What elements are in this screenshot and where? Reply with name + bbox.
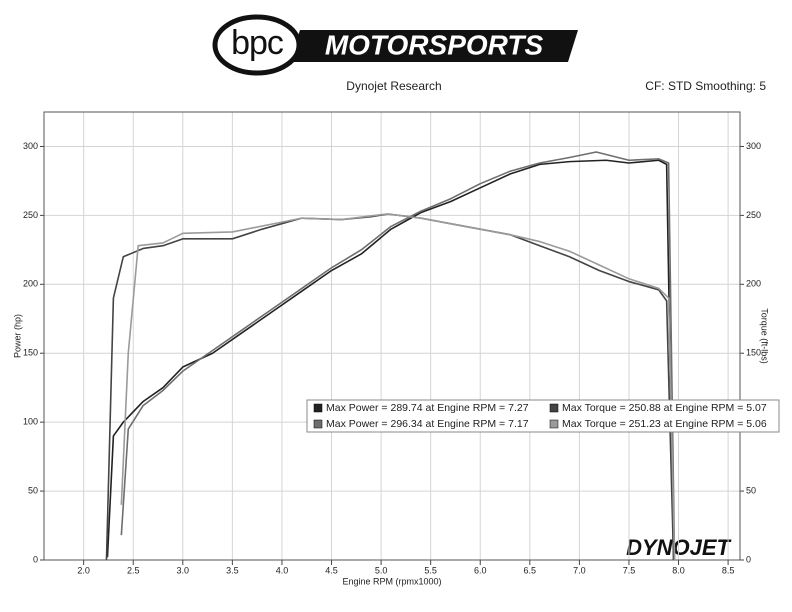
x-tick-label: 6.5 xyxy=(524,565,537,575)
x-tick-label: 4.0 xyxy=(276,565,289,575)
x-tick-label: 2.0 xyxy=(77,565,90,575)
y2-tick-label: 300 xyxy=(746,141,761,151)
legend-label: Max Torque = 251.23 at Engine RPM = 5.06 xyxy=(562,418,767,430)
x-tick-label: 4.5 xyxy=(325,565,338,575)
x-axis-label: Engine RPM (rpmx1000) xyxy=(342,576,441,586)
y-tick-label: 200 xyxy=(23,279,38,289)
y-tick-label: 0 xyxy=(33,554,38,564)
logo: bpc MOTORSPORTS xyxy=(212,14,578,76)
y-axis-label: Power (hp) xyxy=(12,314,22,358)
legend-label: Max Power = 296.34 at Engine RPM = 7.17 xyxy=(326,418,529,430)
series-line xyxy=(106,159,675,561)
legend-swatch xyxy=(313,419,323,429)
x-tick-label: 3.0 xyxy=(177,565,190,575)
y-tick-label: 50 xyxy=(28,485,38,495)
y-tick-label: 150 xyxy=(23,348,38,358)
y-tick-label: 250 xyxy=(23,210,38,220)
series-line xyxy=(120,213,676,561)
x-tick-label: 5.5 xyxy=(424,565,437,575)
logo-banner xyxy=(290,30,578,62)
x-tick-label: 6.0 xyxy=(474,565,487,575)
legend-box xyxy=(306,399,780,433)
y-tick-label: 100 xyxy=(23,417,38,427)
x-tick-label: 8.0 xyxy=(672,565,685,575)
y-tick-label: 300 xyxy=(23,141,38,151)
x-tick-label: 5.0 xyxy=(375,565,388,575)
y2-tick-label: 0 xyxy=(746,554,751,564)
logo-ellipse xyxy=(212,14,302,76)
series-line xyxy=(105,213,675,561)
legend-swatch xyxy=(549,419,559,429)
x-tick-label: 7.5 xyxy=(623,565,636,575)
y2-axis-label: Torque (ft-lbs) xyxy=(760,308,770,364)
x-tick-label: 8.5 xyxy=(722,565,735,575)
logo-brand: bpc xyxy=(231,24,284,62)
legend-label: Max Torque = 250.88 at Engine RPM = 5.07 xyxy=(562,402,767,414)
series-line xyxy=(120,151,676,561)
plot-frame xyxy=(43,111,741,561)
legend-label: Max Power = 289.74 at Engine RPM = 7.27 xyxy=(326,402,529,414)
chart-subtitle: CF: STD Smoothing: 5 xyxy=(645,79,766,93)
y2-tick-label: 150 xyxy=(746,348,761,358)
x-tick-label: 2.5 xyxy=(127,565,140,575)
logo-brand-name: MOTORSPORTS xyxy=(325,29,544,60)
legend-swatch xyxy=(549,403,559,413)
y2-tick-label: 50 xyxy=(746,485,756,495)
y2-tick-label: 200 xyxy=(746,279,761,289)
chart-title: Dynojet Research xyxy=(346,79,441,93)
x-tick-label: 3.5 xyxy=(226,565,239,575)
x-tick-label: 7.0 xyxy=(573,565,586,575)
legend-swatch xyxy=(313,403,323,413)
legend: Max Power = 289.74 at Engine RPM = 7.27 M… xyxy=(306,399,780,433)
y2-tick-label: 250 xyxy=(746,210,761,220)
